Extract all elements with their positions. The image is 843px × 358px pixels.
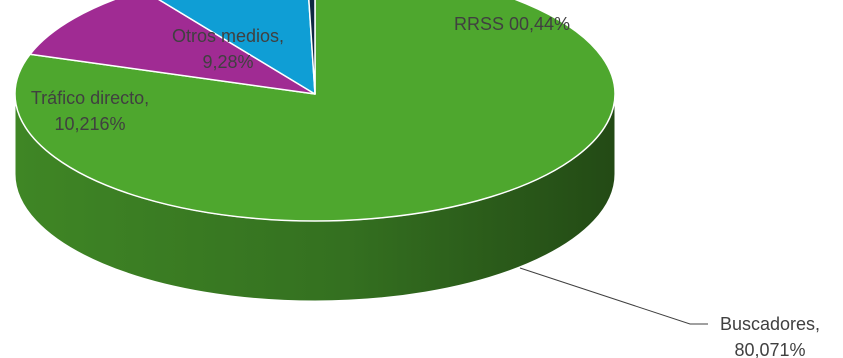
data-label-line-1: RRSS 00,44% — [454, 14, 570, 34]
data-label-line-1: Tráfico directo, — [31, 88, 149, 108]
pie-slice-buscadores — [14, 0, 616, 222]
data-label-line-2: 10,216% — [54, 114, 125, 134]
pie-top-faces — [14, 0, 616, 222]
pie-slice-otros-medios — [158, 0, 316, 95]
data-label-line-1: Buscadores, — [720, 314, 820, 334]
data-label-trafico-directo: Tráfico directo, 10,216% — [31, 88, 149, 134]
data-label-otros-medios: Otros medios, 9,28% — [172, 26, 284, 72]
data-label-rrss: RRSS 00,44% — [454, 14, 570, 34]
data-label-line-1: Otros medios, — [172, 26, 284, 46]
data-labels: Buscadores, 80,071% Tráfico directo, 10,216… — [31, 14, 820, 358]
leader-line-buscadores — [519, 267, 708, 325]
data-label-line-2: 9,28% — [202, 52, 253, 72]
leader-lines — [519, 267, 708, 325]
pie-slice-rrss — [308, 0, 316, 95]
data-label-line-2: 80,071% — [734, 340, 805, 358]
data-label-buscadores: Buscadores, 80,071% — [720, 314, 820, 358]
pie-slice-trafico-directo — [29, 0, 316, 95]
